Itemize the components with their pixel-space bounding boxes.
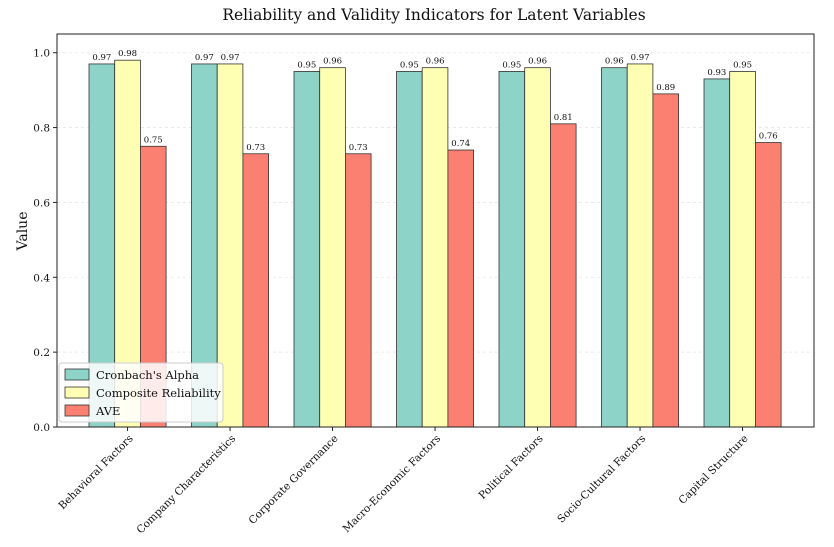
data-labels: 0.97 0.98 0.75 0.97 0.97 0.73 0.95 0.96 0.73 0.95…: [92, 49, 777, 153]
y-tick-label: 0.4: [33, 272, 50, 284]
bar: [344, 153, 372, 428]
bar-value-label: 0.95: [502, 60, 521, 70]
bar: [421, 67, 449, 428]
bar-value-label: 0.76: [759, 132, 778, 142]
bar-value-label: 0.81: [554, 113, 573, 123]
x-category-label: Corporate Governance: [246, 433, 340, 527]
bar-value-label: 0.95: [297, 60, 316, 70]
bar-value-label: 0.96: [426, 57, 445, 67]
bar: [319, 67, 346, 428]
bar: [550, 123, 577, 428]
x-category-label: Socio-Cultural Factors: [555, 433, 648, 526]
bar-value-label: 0.96: [605, 57, 624, 67]
legend-swatch: [64, 368, 90, 381]
legend-label: Composite Reliability: [96, 386, 221, 400]
bar-value-label: 0.97: [195, 53, 214, 63]
bar: [755, 142, 782, 428]
legend-swatch: [64, 404, 90, 417]
bar: [729, 71, 756, 428]
bar-value-label: 0.96: [323, 57, 342, 67]
y-tick-label: 0.8: [33, 123, 50, 135]
bar: [498, 71, 526, 428]
bar: [293, 71, 321, 428]
bar-value-label: 0.98: [118, 49, 137, 59]
bar: [652, 93, 680, 428]
legend-box: [58, 362, 224, 423]
legend-swatch: [64, 386, 90, 399]
bar-value-label: 0.89: [656, 83, 675, 93]
bar: [626, 63, 654, 428]
x-category-label: Macro-Economic Factors: [341, 433, 443, 535]
x-category-label: Behavioral Factors: [56, 433, 135, 512]
legend-label: Cronbach's Alpha: [96, 368, 199, 382]
bar-value-label: 0.96: [528, 57, 547, 67]
x-category-label: Political Factors: [477, 433, 546, 502]
x-category-label: Company Characteristics: [135, 433, 239, 537]
bar: [447, 149, 474, 428]
bar-value-label: 0.97: [221, 53, 240, 63]
bar-value-label: 0.74: [451, 139, 470, 149]
y-tick-label: 1.0: [33, 48, 50, 60]
bar: [524, 67, 551, 428]
legend: Cronbach's Alpha Composite Reliability AVE: [58, 362, 224, 423]
bar: [703, 78, 731, 428]
bar-value-label: 0.95: [733, 60, 752, 70]
bar-value-label: 0.73: [246, 143, 265, 153]
legend-label: AVE: [95, 404, 120, 418]
y-axis-label: Value: [15, 212, 31, 252]
bar: [601, 67, 628, 428]
bar-value-label: 0.93: [707, 68, 726, 78]
bar-value-label: 0.95: [400, 60, 419, 70]
bar: [396, 71, 423, 428]
y-tick-label: 0.6: [33, 197, 50, 209]
y-tick-label: 0.0: [33, 422, 50, 434]
x-category-label: Capital Structure: [677, 433, 751, 507]
bar-value-label: 0.73: [349, 143, 368, 153]
bar-value-label: 0.97: [631, 53, 650, 63]
bar-value-label: 0.75: [144, 135, 163, 145]
bar-value-label: 0.97: [92, 53, 111, 63]
y-tick-label: 0.2: [33, 347, 50, 359]
bar: [242, 153, 269, 428]
chart-title: Reliability and Validity Indicators for …: [222, 6, 645, 24]
